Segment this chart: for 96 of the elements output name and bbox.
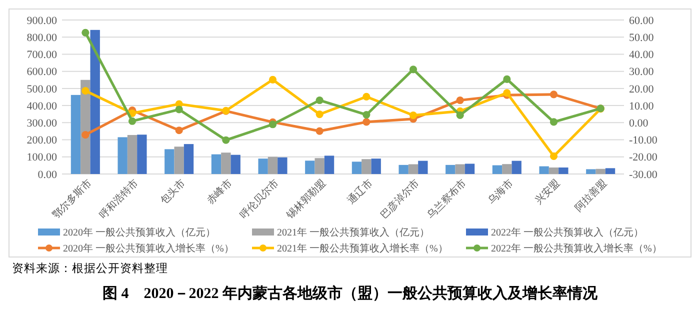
bar [90,30,100,174]
bar [258,158,268,174]
bar [164,149,174,174]
bar [184,144,194,174]
bar [558,168,568,174]
legend-label: 2021年 一般公共预算收入（亿元） [277,226,430,238]
bar [268,156,278,174]
point [550,152,558,160]
x-tick-label: 赤峰市 [204,177,235,207]
y2-tick-label: 20.00 [629,83,654,96]
x-tick-label: 锡林郭勒盟 [284,177,328,222]
y2-tick-label: 60.00 [629,14,654,27]
y2-tick-label: -10.00 [629,134,658,147]
y-tick-label: 500.00 [26,83,58,96]
text: 图 4 2020－2022 年内蒙古各地级市（盟）一般公共预算收入及增长率情况 [102,284,598,302]
y-tick-label: 200.00 [26,134,58,147]
point [82,28,90,36]
y2-tick-label: 50.00 [629,32,654,44]
point [550,90,558,98]
bar [211,154,222,174]
bar [352,162,362,174]
x-tick-label: 乌海市 [486,177,516,207]
y2-tick-label: -30.00 [629,168,658,181]
x-tick-label: 乌兰察布市 [424,177,469,221]
point [82,87,90,95]
bar [70,94,81,174]
bar [305,160,315,174]
point [82,131,90,139]
point [362,110,370,119]
point [409,66,418,74]
bar [446,164,456,174]
y-tick-label: 300.00 [26,118,58,130]
bar [492,165,502,174]
y2-tick-label: 0.00 [629,118,649,130]
bar [230,154,240,174]
bar [137,134,147,174]
point [175,106,183,114]
bar [371,158,381,174]
legend-label: 2022年 一般公共预算收入（亿元） [491,226,644,238]
bar [502,164,512,174]
legend-label: 2020年 一般公共预算收入（亿元） [63,226,216,238]
bar [408,164,418,174]
point [456,111,464,119]
bar [586,169,596,174]
bar [418,160,428,174]
bar [596,168,606,174]
y2-tick-label: 30.00 [629,66,654,78]
legend-label: 2021年 一般公共预算收入增长率（%） [277,242,448,254]
text: 资料来源：根据公开资料整理 [12,262,168,275]
legend-label: 2020年 一般公共预算收入增长率（%） [63,242,234,254]
point [128,117,136,125]
x-tick-label: 巴彦淖尔市 [378,177,422,221]
y-tick-label: 400.00 [26,100,58,112]
y-tick-label: 100.00 [26,152,58,164]
x-tick-label: 兴安盟 [532,177,562,207]
bar [221,152,231,174]
bar [324,156,334,174]
y2-tick-label: 40.00 [629,49,654,62]
point [550,118,558,126]
x-tick-label: 阿拉善盟 [572,177,610,214]
point [409,112,418,120]
point [503,75,511,84]
point [362,118,370,126]
bar [127,134,138,174]
bar [464,164,475,174]
y2-tick-label: -20.00 [629,152,658,164]
x-tick-label: 包头市 [158,177,188,207]
legend-label: 2022年 一般公共预算收入增长率（%） [491,242,662,254]
y2-tick-label: 10.00 [629,100,654,112]
bar [398,164,408,174]
y-tick-label: 600.00 [26,66,58,78]
bar [548,168,559,174]
bar [512,160,522,174]
point [316,96,324,104]
point [268,120,277,128]
y-tick-label: 700.00 [26,49,58,62]
bar [455,164,465,174]
bar [314,158,324,174]
y-tick-label: 900.00 [26,14,58,27]
x-tick-label: 呼和浩特市 [97,177,141,221]
point [222,136,230,144]
point [175,126,183,134]
bar [278,157,288,174]
point [316,127,324,135]
point [362,92,370,100]
point [268,76,277,84]
x-tick-label: 通辽市 [345,177,376,207]
bar [174,146,184,174]
x-tick-label: 呼伦贝尔市 [238,177,282,221]
y-tick-label: 800.00 [26,32,58,44]
point [456,96,464,104]
bar [539,166,549,174]
bar [605,168,616,174]
bar [118,137,128,174]
bar [362,159,372,174]
point [316,110,324,118]
